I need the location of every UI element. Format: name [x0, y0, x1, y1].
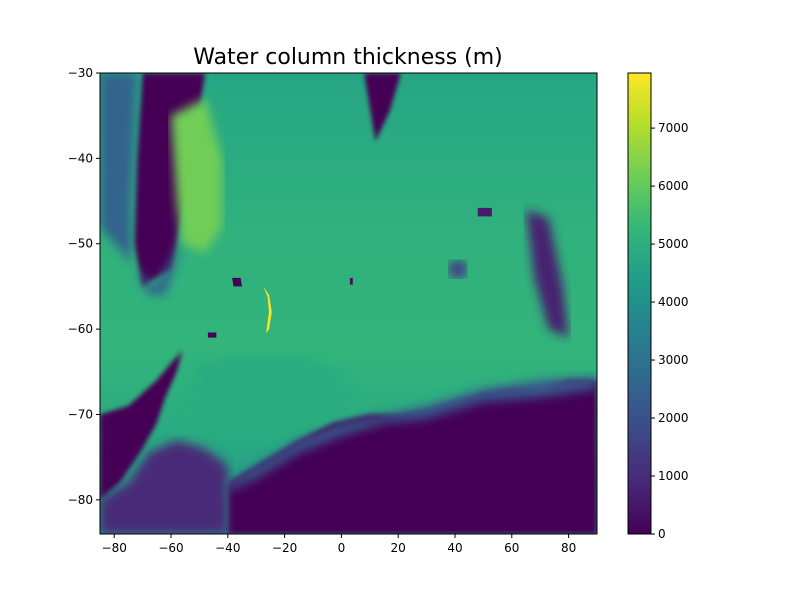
colorbar-tick-label: 2000 — [658, 411, 689, 425]
colorbar-tick-label: 5000 — [658, 237, 689, 251]
region-weddell-abyssal — [185, 354, 356, 441]
y-tick-label: −30 — [68, 66, 93, 80]
colorbar-tick-label: 7000 — [658, 121, 689, 135]
y-tick-label: −70 — [68, 407, 93, 421]
y-tick-label: −80 — [68, 493, 93, 507]
region-antarctic-shelf-break — [227, 376, 597, 492]
x-tick-label: 80 — [561, 541, 576, 555]
colorbar-tick-label: 4000 — [658, 295, 689, 309]
region-south-sandwich-trench — [263, 286, 272, 334]
y-tick-label: −40 — [68, 151, 93, 165]
x-tick-label: −60 — [158, 541, 183, 555]
x-axis: −80 −60 −40 −20 0 20 40 60 80 — [102, 534, 576, 555]
region-weddell-ice-shelf — [100, 440, 228, 534]
chart-title: Water column thickness (m) — [193, 45, 503, 70]
x-tick-label: −40 — [215, 541, 240, 555]
x-tick-label: 0 — [338, 541, 346, 555]
axes-frame — [99, 72, 598, 535]
y-tick-label: −60 — [68, 322, 93, 336]
region-antarctic-peninsula — [100, 350, 183, 500]
colorbar-axis: 0 1000 2000 3000 4000 5000 6000 7000 — [651, 121, 689, 541]
region-bouvet — [349, 277, 353, 285]
region-argentine-basin — [171, 98, 223, 253]
region-conrad-rise — [449, 260, 467, 278]
region-crozet — [477, 207, 492, 217]
colorbar-tick-label: 6000 — [658, 179, 689, 193]
region-antarctica-land — [227, 380, 597, 534]
y-axis: −30 −40 −50 −60 −70 −80 — [68, 66, 100, 507]
y-tick-label: −50 — [68, 237, 93, 251]
colorbar — [627, 72, 652, 535]
x-tick-label: 20 — [391, 541, 406, 555]
x-tick-label: 40 — [447, 541, 462, 555]
region-kerguelen-plateau — [526, 209, 569, 338]
x-tick-label: −20 — [272, 541, 297, 555]
x-tick-label: 60 — [504, 541, 519, 555]
region-south-america-coast-shelf — [100, 73, 186, 295]
colorbar-tick-label: 3000 — [658, 353, 689, 367]
x-tick-label: −80 — [102, 541, 127, 555]
region-africa-land — [332, 73, 401, 142]
region-south-georgia — [232, 277, 242, 287]
colorbar-tick-label: 0 — [658, 527, 666, 541]
heatmap-field — [100, 73, 597, 534]
region-south-orkneys — [207, 332, 217, 338]
colorbar-tick-label: 1000 — [658, 469, 689, 483]
